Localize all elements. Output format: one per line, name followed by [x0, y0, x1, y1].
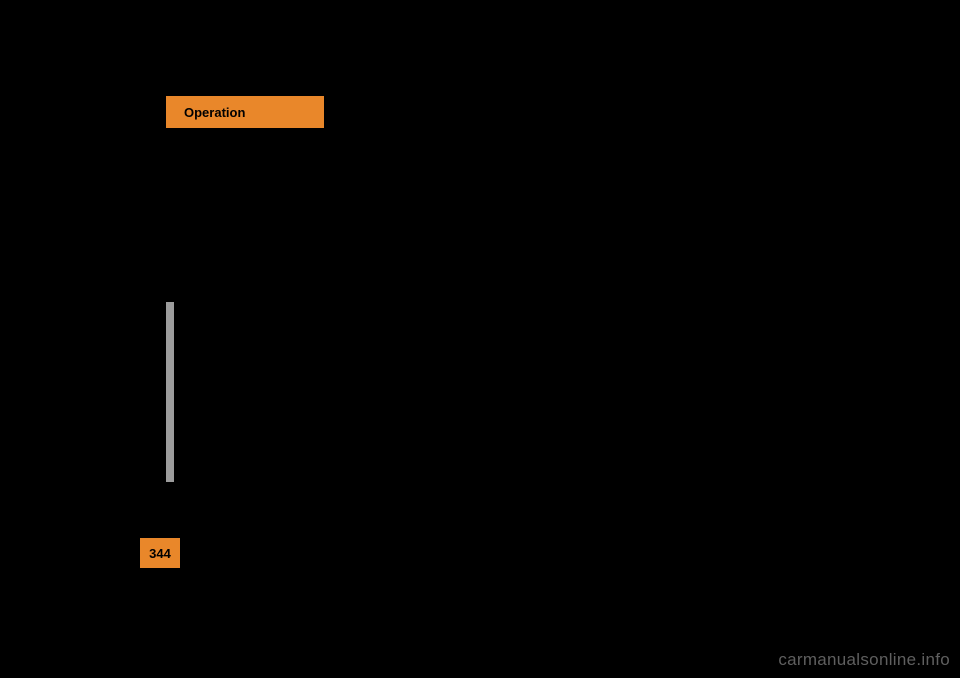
page-number: 344 [149, 546, 171, 561]
page-number-box: 344 [140, 538, 180, 568]
sidebar-indent-mark [166, 302, 174, 482]
watermark-text: carmanualsonline.info [778, 650, 950, 670]
section-tab-label: Operation [184, 105, 245, 120]
section-tab: Operation [166, 96, 324, 128]
manual-page: Operation 344 [140, 80, 820, 600]
